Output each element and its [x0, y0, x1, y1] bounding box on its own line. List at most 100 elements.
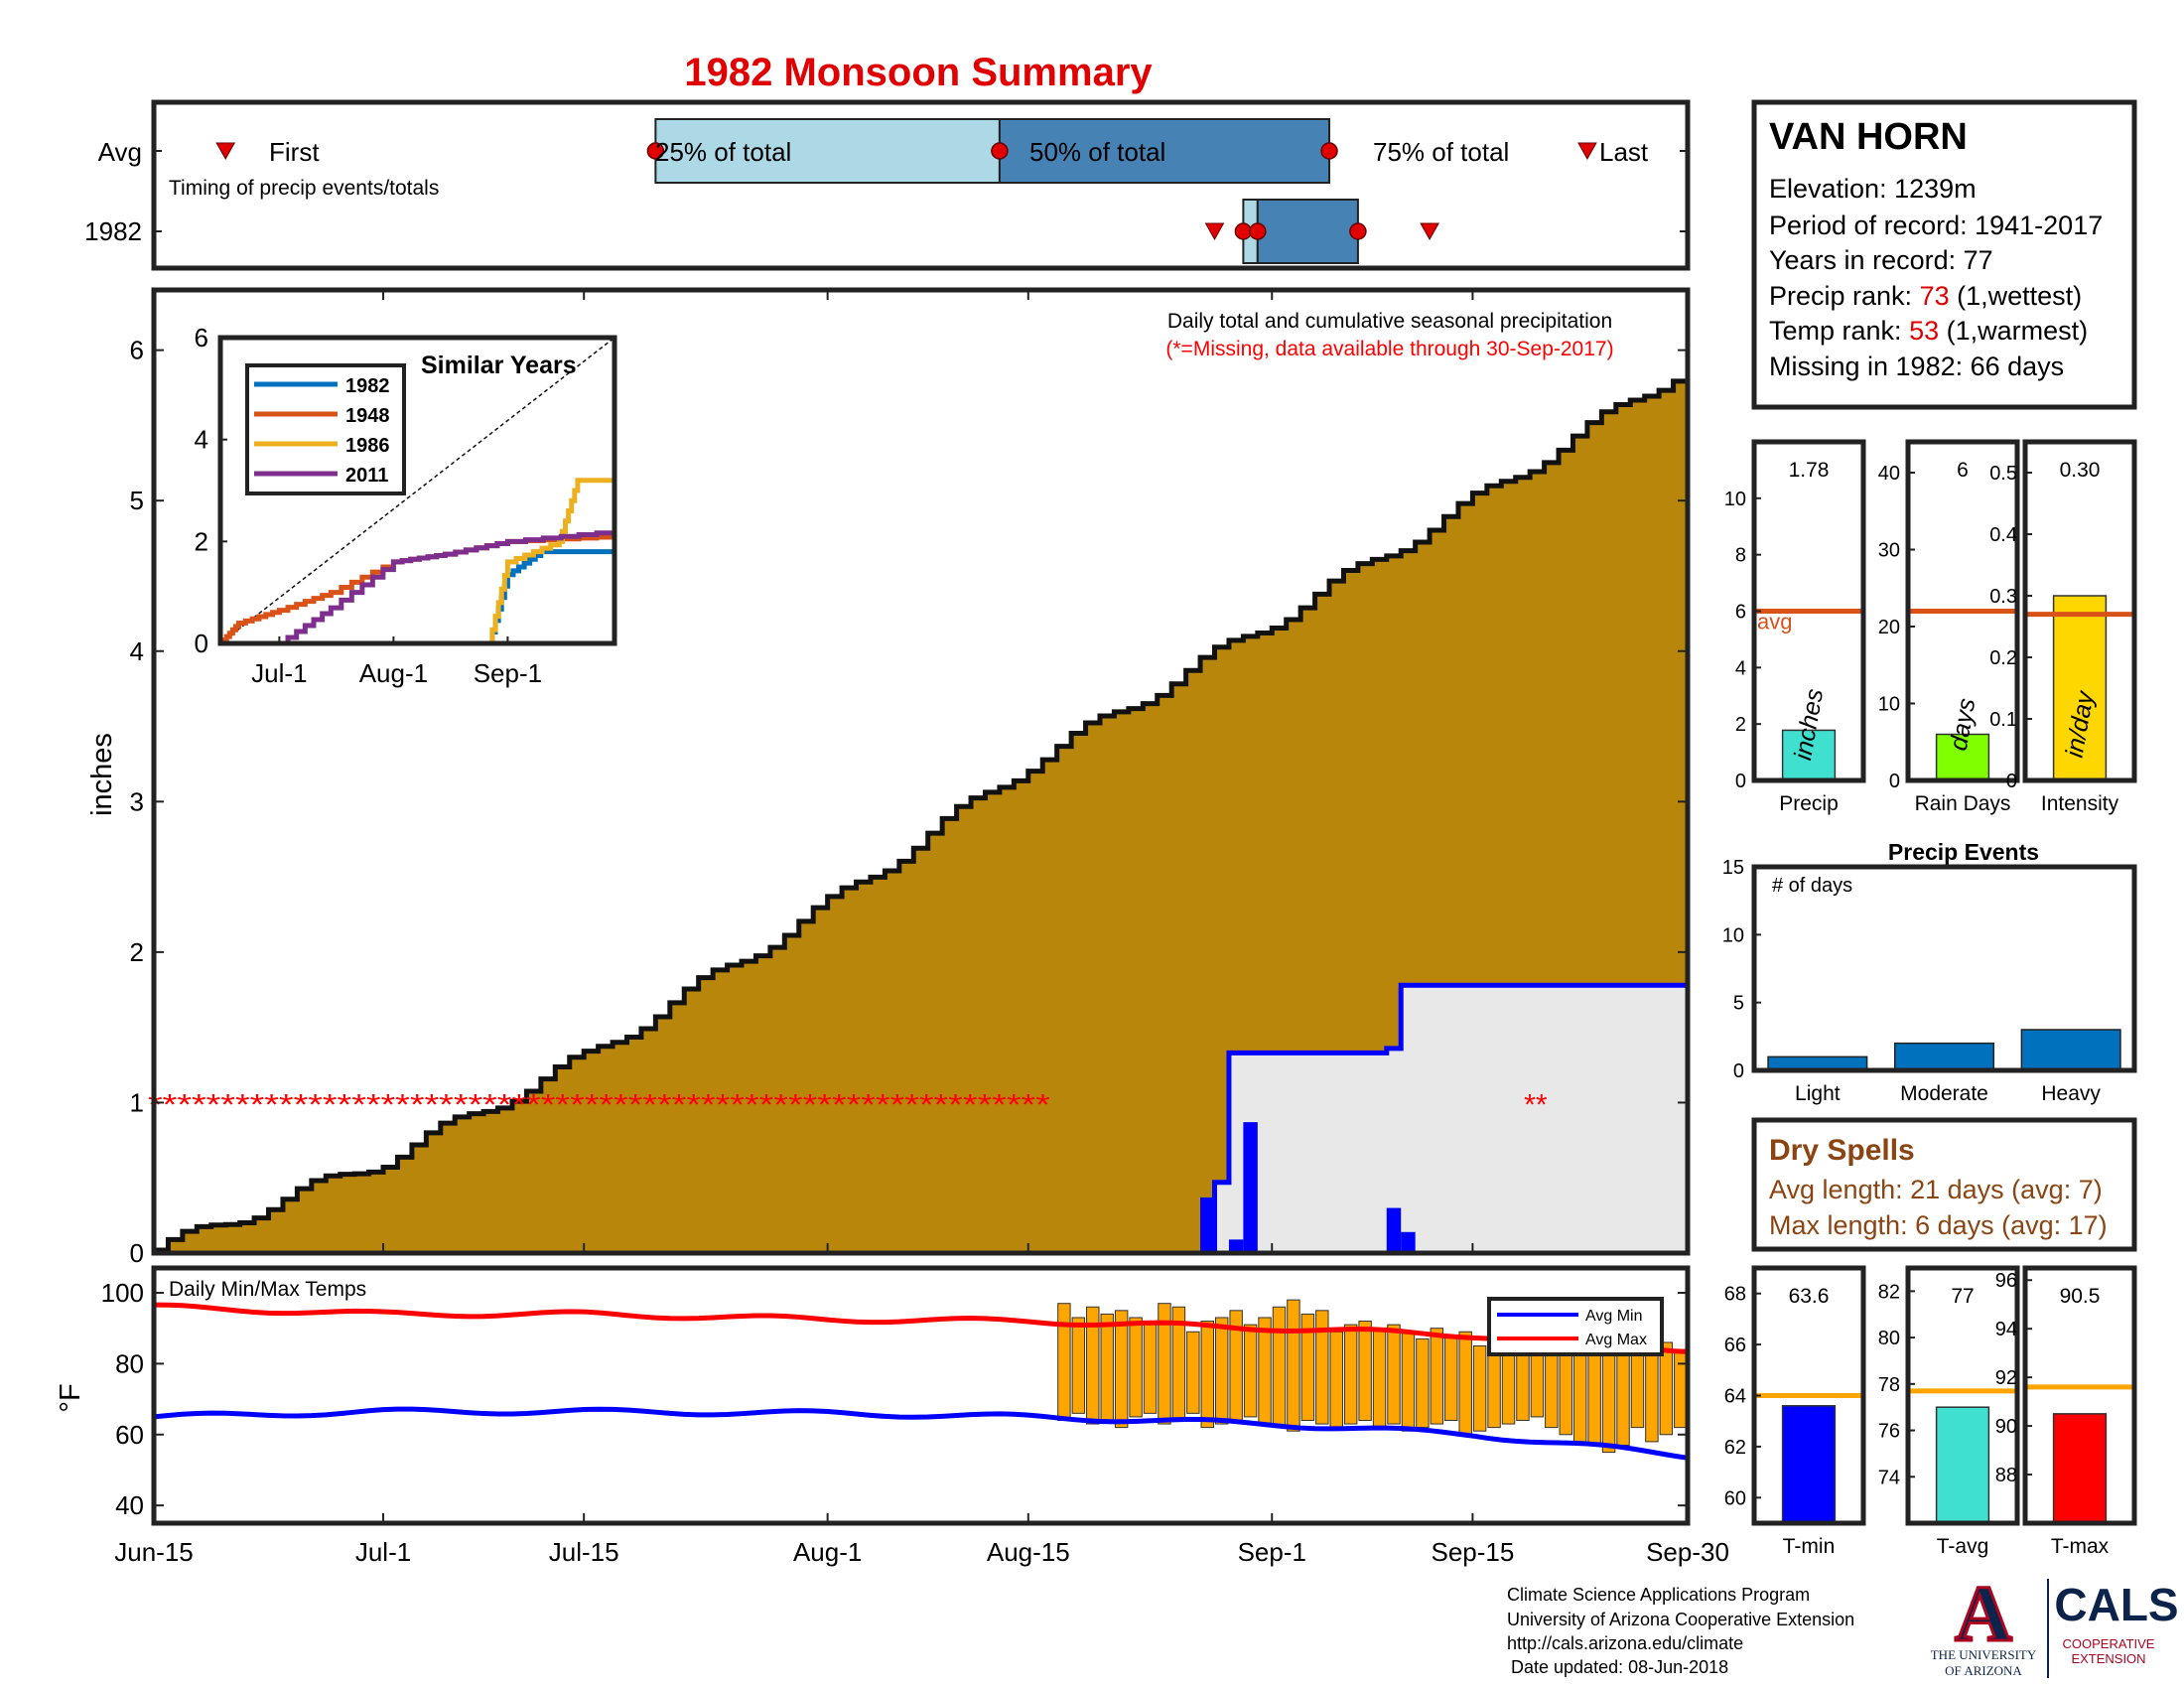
footer-line-2: University of Arizona Cooperative Extens… — [1507, 1610, 1854, 1629]
footer-line-4: Date updated: 08-Jun-2018 — [1511, 1657, 1728, 1677]
intensity_bar-value-bar — [2052, 595, 2108, 781]
similar-years-title: Similar Years — [421, 352, 577, 379]
daily-temp-range-bar-10 — [1200, 1321, 1215, 1429]
actual-cumulative-area — [1200, 985, 1688, 1253]
temperature-panel: 40 60 80 100 Daily Min/Max Temps °F Avg Min… — [55, 1265, 1691, 1526]
tavg_bar-value-bar — [1935, 1406, 1990, 1524]
daily-temp-range-bar-14 — [1258, 1317, 1272, 1425]
date-axis-label-2: Jul-15 — [549, 1537, 619, 1567]
precip-rank-value: 73 — [1920, 281, 1950, 311]
station-period: Period of record: 1941-2017 — [1769, 211, 2103, 240]
cumulative-panel: ****************************************… — [86, 287, 1691, 1268]
intensity_bar-ytick-label-4: 0.4 — [1989, 524, 2017, 546]
timing-cat-avg: Avg — [98, 137, 142, 167]
similar-years-legend: 1982 1948 1986 2011 — [245, 363, 406, 495]
timing-p25-label: 25% of total — [655, 137, 791, 167]
station-precip-rank: Precip rank: 73 (1,wettest) — [1769, 281, 2082, 311]
ua-block-a-icon: A — [1955, 1571, 2012, 1658]
timing-p75-label: 75% of total — [1373, 137, 1509, 167]
temp-rank-label: Temp rank: — [1769, 316, 1902, 346]
raindays_bar-ytick-label-1: 10 — [1878, 694, 1900, 716]
bar-panel-tmax_bar: 88 90 92 94 96 90.5 T-max — [1995, 1265, 2137, 1558]
temperature-title: Daily Min/Max Temps — [169, 1278, 366, 1301]
temp-rank-note: (1,warmest) — [1947, 316, 2089, 346]
daily-temp-range-bar-0 — [1057, 1303, 1071, 1421]
ua-text-line-2: OF ARIZONA — [1945, 1663, 2022, 1678]
temp-ytick-label-3: 100 — [101, 1278, 144, 1308]
raindays_bar-ytick-label-3: 30 — [1878, 540, 1900, 562]
timing-1982-p25-marker — [1234, 222, 1253, 240]
tmin_bar-value-bar — [1781, 1405, 1837, 1524]
tmax_bar-ytick-label-2: 92 — [1995, 1367, 2017, 1389]
daily-temp-range-bar-36 — [1572, 1345, 1587, 1443]
cum-ytick-label-6: 6 — [130, 336, 144, 365]
daily-temp-range-bar-11 — [1215, 1317, 1229, 1425]
temp-ytick-label-0: 40 — [115, 1490, 144, 1520]
university-of-arizona-logo: A THE UNIVERSITY OF ARIZONA — [1931, 1570, 2037, 1679]
sim-ytick-label-0: 0 — [195, 629, 208, 658]
daily-temp-range-bar-4 — [1114, 1310, 1129, 1429]
avg-cumulative-area — [154, 368, 1688, 1253]
daily-temp-range-bar-17 — [1300, 1313, 1315, 1421]
events-category-label-2: Heavy — [2041, 1082, 2101, 1105]
tavg_bar-category-label: T-avg — [1937, 1535, 1989, 1558]
tmax_bar-value-label: 90.5 — [2060, 1285, 2101, 1308]
daily-temp-range-bar-9 — [1186, 1331, 1200, 1414]
raindays_bar-frame — [1905, 439, 2020, 783]
daily-temp-range-bar-23 — [1387, 1324, 1401, 1425]
cumulative-title: Daily total and cumulative seasonal prec… — [1167, 310, 1612, 333]
legend-label-1986: 1986 — [345, 435, 390, 457]
intensity_bar-ytick-label-3: 0.3 — [1989, 586, 2017, 608]
raindays_bar-ytick-label-0: 0 — [1889, 771, 1900, 792]
tmin_bar-category-label: T-min — [1783, 1535, 1836, 1558]
intensity_bar-ytick-label-0: 0 — [2006, 771, 2017, 792]
bar-panel-tavg_bar: 74 76 78 80 82 77 T-avg — [1878, 1265, 2020, 1558]
footer-line-1: Climate Science Applications Program — [1507, 1585, 1810, 1605]
tmin_bar-ytick-label-1: 62 — [1724, 1437, 1746, 1459]
precip_bar-avg-label: avg — [1757, 610, 1792, 634]
daily-temp-range-bar-40 — [1630, 1345, 1645, 1429]
events-category-label-0: Light — [1795, 1082, 1841, 1105]
timing-panel: Avg 1982 Timing of precip events/totals … — [84, 99, 1691, 271]
missing-days-markers: ****************************************… — [148, 1088, 1050, 1121]
precip-events-ylabel: # of days — [1772, 875, 1852, 897]
events-ytick-label-0: 0 — [1733, 1060, 1744, 1082]
footer-credits: Climate Science Applications Program Uni… — [1507, 1585, 1854, 1677]
daily-temp-range-bar-2 — [1086, 1306, 1100, 1425]
tavg_bar-ytick-label-1: 76 — [1878, 1421, 1900, 1443]
sim-ytick-label-3: 6 — [195, 323, 208, 352]
daily-temp-range-bar-7 — [1158, 1303, 1171, 1425]
timing-1982-p50-marker — [1249, 222, 1267, 240]
station-years: Years in record: 77 — [1769, 245, 1993, 275]
timing-avg-p25-marker — [646, 142, 665, 160]
precip_bar-category-label: Precip — [1779, 792, 1839, 815]
raindays_bar-value-label: 6 — [1957, 459, 1969, 482]
raindays_bar-ytick-label-4: 40 — [1878, 463, 1900, 485]
timing-1982-p75-marker — [1349, 222, 1367, 240]
sim-xtick-label-0: Jul-1 — [251, 658, 307, 688]
footer-line-3: http://cals.arizona.edu/climate — [1507, 1633, 1743, 1653]
daily-temp-range-bar-6 — [1143, 1324, 1158, 1414]
sim-xtick-label-1: Aug-1 — [359, 658, 428, 688]
date-axis-label-6: Sep-15 — [1431, 1537, 1514, 1567]
daily-temp-range-bar-5 — [1129, 1317, 1143, 1418]
station-info-box: VAN HORN Elevation: 1239m Period of reco… — [1751, 99, 2137, 410]
cals-logo: CALS COOPERATIVE EXTENSION — [2054, 1579, 2178, 1666]
precip-events-title: Precip Events — [1888, 839, 2039, 865]
cals-sub-line-1: COOPERATIVE — [2063, 1636, 2155, 1651]
timing-note: Timing of precip events/totals — [169, 177, 439, 200]
daily-temp-range-bar-42 — [1659, 1341, 1674, 1436]
date-axis-label-1: Jul-1 — [355, 1537, 411, 1567]
tmin_bar-ytick-label-2: 64 — [1724, 1386, 1746, 1408]
tavg_bar-ytick-label-3: 80 — [1878, 1328, 1900, 1349]
precip-rank-note: (1,wettest) — [1957, 281, 2082, 311]
precip_bar-ytick-label-2: 4 — [1735, 657, 1746, 679]
legend-label-1982: 1982 — [345, 375, 390, 397]
events-ytick-label-1: 5 — [1733, 993, 1744, 1015]
similar-years-inset: 0 2 4 6 Jul-1 Aug-1 Sep-1 Similar Years 1982 1… — [195, 323, 617, 688]
tmin_bar-ytick-label-4: 68 — [1724, 1284, 1746, 1306]
timing-avg-iqr-high-box — [998, 118, 1331, 184]
